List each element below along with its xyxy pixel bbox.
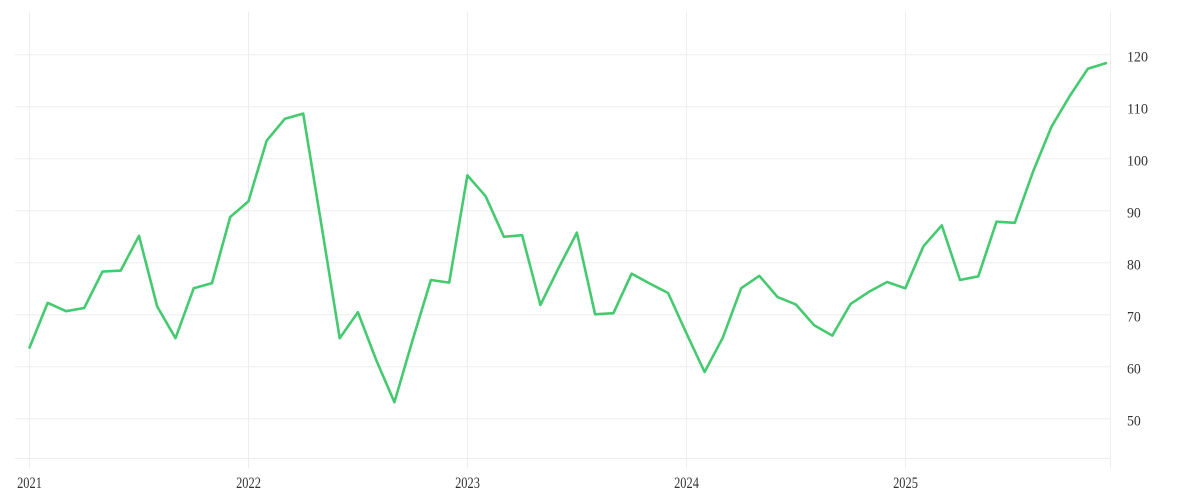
svg-text:90: 90 (1127, 205, 1141, 222)
svg-text:2021: 2021 (17, 475, 42, 492)
svg-text:2022: 2022 (236, 475, 261, 492)
svg-text:2025: 2025 (893, 475, 918, 492)
svg-text:120: 120 (1127, 49, 1148, 66)
svg-text:70: 70 (1127, 309, 1141, 326)
svg-text:2023: 2023 (455, 475, 480, 492)
svg-text:100: 100 (1127, 153, 1148, 170)
svg-text:60: 60 (1127, 361, 1141, 378)
svg-text:2024: 2024 (674, 475, 699, 492)
svg-text:50: 50 (1127, 413, 1141, 430)
svg-text:80: 80 (1127, 257, 1141, 274)
svg-text:110: 110 (1127, 101, 1148, 118)
